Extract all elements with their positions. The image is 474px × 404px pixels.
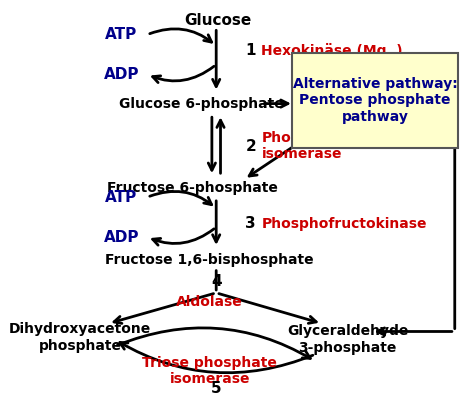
Text: Glucose 6-phosphate: Glucose 6-phosphate [118, 97, 283, 112]
Text: Fructose 1,6-bisphosphate: Fructose 1,6-bisphosphate [105, 253, 314, 267]
Text: Hexokinase (Mg  ): Hexokinase (Mg ) [262, 44, 403, 58]
FancyArrowPatch shape [208, 117, 216, 170]
Text: ATP: ATP [105, 27, 137, 42]
Text: Alternative pathway:
Pentose phosphate
pathway: Alternative pathway: Pentose phosphate p… [292, 77, 457, 124]
Text: ··: ·· [325, 40, 334, 50]
FancyArrowPatch shape [212, 30, 220, 86]
Text: Phosphoglucose
isomerase: Phosphoglucose isomerase [262, 131, 389, 161]
Text: Glyceraldehyde
3-phosphate: Glyceraldehyde 3-phosphate [287, 324, 409, 355]
FancyArrowPatch shape [150, 29, 211, 42]
Text: ADP: ADP [103, 67, 139, 82]
Text: Phosphofructokinase: Phosphofructokinase [262, 217, 427, 231]
Text: 4: 4 [211, 274, 221, 289]
FancyArrowPatch shape [377, 328, 452, 335]
Text: Aldolase: Aldolase [176, 295, 243, 309]
Text: Triose phosphate
isomerase: Triose phosphate isomerase [142, 356, 277, 387]
FancyArrowPatch shape [219, 294, 316, 323]
Text: Dihydroxyacetone
phosphate: Dihydroxyacetone phosphate [9, 322, 151, 353]
FancyArrowPatch shape [118, 328, 310, 358]
FancyArrowPatch shape [217, 120, 224, 173]
Text: ATP: ATP [105, 190, 137, 205]
FancyBboxPatch shape [292, 53, 458, 148]
FancyArrowPatch shape [153, 229, 214, 245]
Text: 1: 1 [246, 43, 256, 58]
FancyArrowPatch shape [264, 100, 288, 107]
FancyArrowPatch shape [212, 201, 220, 242]
Text: 3: 3 [246, 217, 256, 231]
Text: Glucose: Glucose [185, 13, 252, 28]
FancyArrowPatch shape [114, 294, 213, 324]
FancyArrowPatch shape [249, 148, 292, 176]
FancyArrowPatch shape [120, 343, 313, 373]
Text: Fructose 6-phosphate: Fructose 6-phosphate [107, 181, 278, 195]
Text: 2: 2 [246, 139, 256, 154]
FancyArrowPatch shape [153, 66, 214, 82]
FancyArrowPatch shape [150, 191, 211, 205]
Text: 5: 5 [211, 381, 221, 396]
Text: ADP: ADP [103, 229, 139, 244]
